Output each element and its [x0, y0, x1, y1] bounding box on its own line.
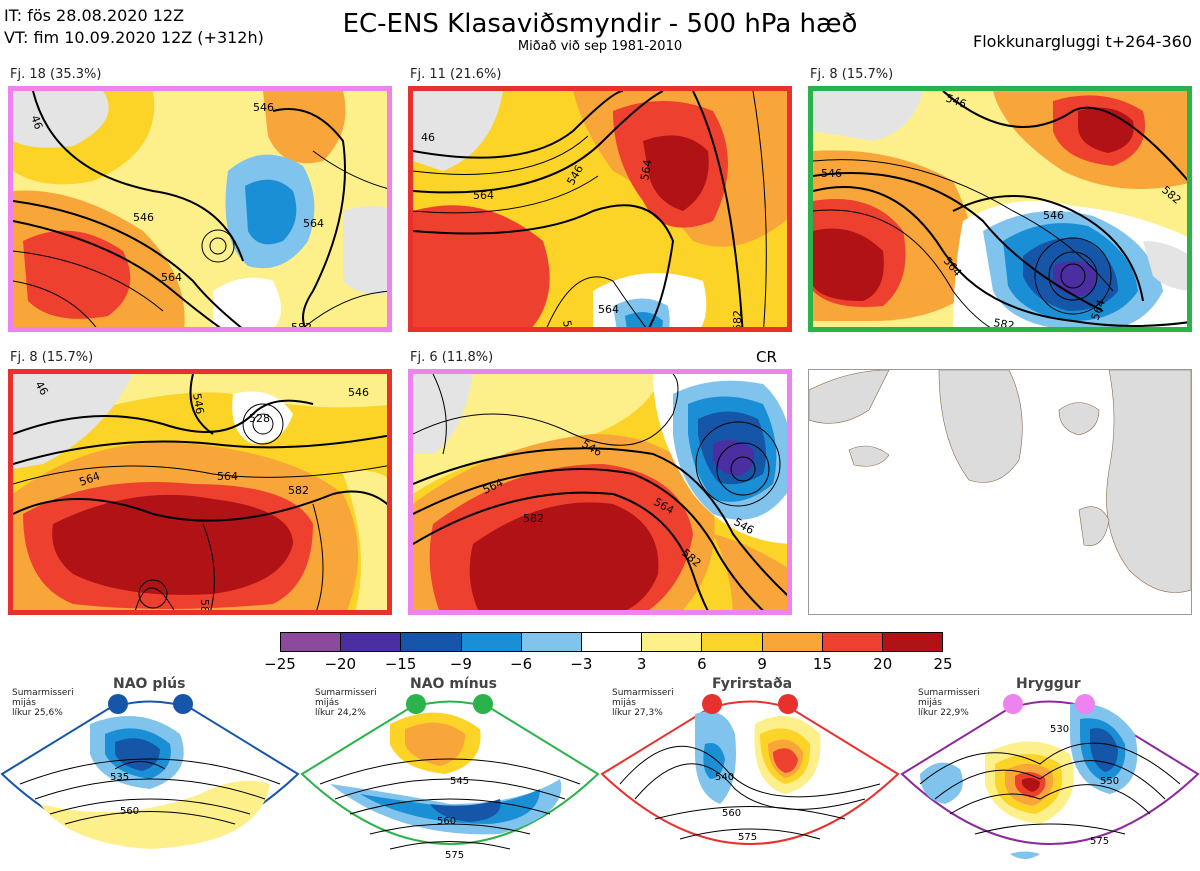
contour-label: 546	[190, 392, 206, 415]
contour-label: 530	[1050, 724, 1069, 735]
contour-label: 560	[437, 816, 456, 827]
colorbar-swatch	[701, 633, 762, 651]
page-title: EC-ENS Klasaviðsmyndir - 500 hPa hæð	[342, 9, 858, 39]
colorbar-tick-label: 9	[757, 655, 767, 673]
contour-label: 535	[110, 772, 129, 783]
regime-note: Sumarmisseri mijás líkur 27,3%	[612, 688, 674, 718]
cluster-label-4: Fj. 8 (15.7%)	[10, 350, 94, 365]
colorbar-tick-label: 3	[636, 655, 647, 673]
cluster-label-3: Fj. 8 (15.7%)	[810, 67, 894, 82]
colorbar-swatch	[881, 633, 943, 651]
regime-note: Sumarmisseri mijás líkur 25,6%	[12, 688, 74, 718]
contour-label: 564	[161, 271, 182, 284]
colorbar-swatch	[761, 633, 822, 651]
colorbar-tick-label: −15	[384, 655, 417, 673]
colorbar	[280, 632, 943, 652]
colorbar-swatch	[641, 633, 702, 651]
contour-label: 545	[450, 776, 469, 787]
contour-label: 564	[598, 303, 619, 316]
colorbar-tick-label: −20	[324, 655, 357, 673]
regime-note: Sumarmisseri mijás líkur 22,9%	[918, 688, 980, 718]
contour-label: 546	[1043, 209, 1064, 222]
contour-label: 582	[731, 310, 744, 331]
colorbar-swatch	[520, 633, 581, 651]
regime-nao-minus: NAO mínus Sumarmisseri mijás líkur 24,2% 5…	[300, 674, 600, 871]
regime-note: Sumarmisseri mijás líkur 24,2%	[315, 688, 377, 718]
contour-label: 575	[738, 832, 757, 843]
contour-label: 46	[32, 379, 50, 398]
contour-label: 560	[120, 806, 139, 817]
regime-ridge: Hryggur Sumarmisseri mijás líkur 22,9% 530…	[900, 674, 1200, 871]
contour-label: 546	[821, 167, 842, 180]
regime-title: Fyrirstaða	[712, 676, 793, 692]
regime-marker	[778, 694, 798, 714]
regime-marker	[173, 694, 193, 714]
colorbar-tick-label: 15	[812, 655, 832, 673]
contour-label: 560	[722, 808, 741, 819]
regime-marker	[406, 694, 426, 714]
colorbar-tick-label: 25	[933, 655, 953, 673]
regime-title: NAO mínus	[410, 676, 497, 692]
regime-nao-plus: NAO plús Sumarmisseri mijás líkur 25,6% 53…	[0, 674, 300, 871]
colorbar-swatch	[281, 633, 341, 651]
contour-label: 575	[445, 850, 464, 861]
cluster-map-4: 46 546 546 528 564 564 582 582	[8, 369, 392, 615]
contour-label: 582	[560, 319, 576, 332]
cluster-label-5: Fj. 6 (11.8%)	[410, 350, 494, 365]
init-time: IT: fös 28.08.2020 12Z	[4, 6, 185, 25]
regime-marker	[1003, 694, 1023, 714]
page-subtitle: Miðað við sep 1981-2010	[517, 39, 683, 54]
contour-label: 582	[291, 321, 312, 332]
cluster-window: Flokkunargluggi t+264-360	[973, 32, 1192, 51]
cluster-map-2: 46 546 564 564 564 582 582	[408, 86, 792, 332]
colorbar-tick-label: −3	[570, 655, 593, 673]
colorbar-swatch	[821, 633, 882, 651]
contour-label: 582	[288, 484, 309, 497]
regime-blocking: Fyrirstaða Sumarmisseri mijás líkur 27,3% …	[600, 674, 900, 871]
colorbar-tick-label: −9	[449, 655, 472, 673]
cluster-map-5: 546 546 564 564 582 582	[408, 369, 792, 615]
cluster-label-1: Fj. 18 (35.3%)	[10, 67, 102, 82]
contour-label: 582	[992, 316, 1015, 332]
regime-marker	[702, 694, 722, 714]
cluster-label-2: Fj. 11 (21.6%)	[410, 67, 502, 82]
contour-label: 546	[348, 386, 369, 399]
contour-label: 550	[1100, 776, 1119, 787]
regime-marker	[1075, 694, 1095, 714]
cluster-map-3: 546 546 546 564 564 582 582	[808, 86, 1192, 332]
contour-label: 528	[249, 412, 270, 425]
contour-label: 546	[133, 211, 154, 224]
colorbar-swatch	[460, 633, 521, 651]
contour-label: 582	[523, 512, 544, 525]
cluster-map-1: 46 546 546 564 564 582	[8, 86, 392, 332]
contour-label: 582	[198, 599, 211, 615]
regime-marker	[473, 694, 493, 714]
valid-time: VT: fim 10.09.2020 12Z (+312h)	[4, 28, 264, 47]
contour-label: 564	[217, 470, 238, 483]
regime-title: NAO plús	[113, 676, 186, 692]
colorbar-swatch	[400, 633, 461, 651]
regime-marker	[108, 694, 128, 714]
contour-label: 46	[421, 131, 435, 144]
colorbar-tick-label: 6	[697, 655, 707, 673]
regime-title: Hryggur	[1016, 676, 1081, 692]
colorbar-swatch	[340, 633, 401, 651]
colorbar-tick-label: −25	[264, 655, 296, 673]
climate-label: CR	[756, 348, 777, 366]
contour-label: 564	[638, 159, 654, 182]
contour-label: 546	[253, 101, 274, 114]
colorbar-swatch	[580, 633, 642, 651]
contour-label: 540	[715, 772, 734, 783]
colorbar-tick-label: −6	[510, 655, 533, 673]
climate-map	[808, 369, 1192, 615]
contour-label: 46	[28, 114, 45, 132]
contour-label: 564	[473, 189, 494, 202]
contour-label: 575	[1090, 836, 1109, 847]
contour-label: 564	[303, 217, 324, 230]
colorbar-tick-label: 20	[873, 655, 893, 673]
